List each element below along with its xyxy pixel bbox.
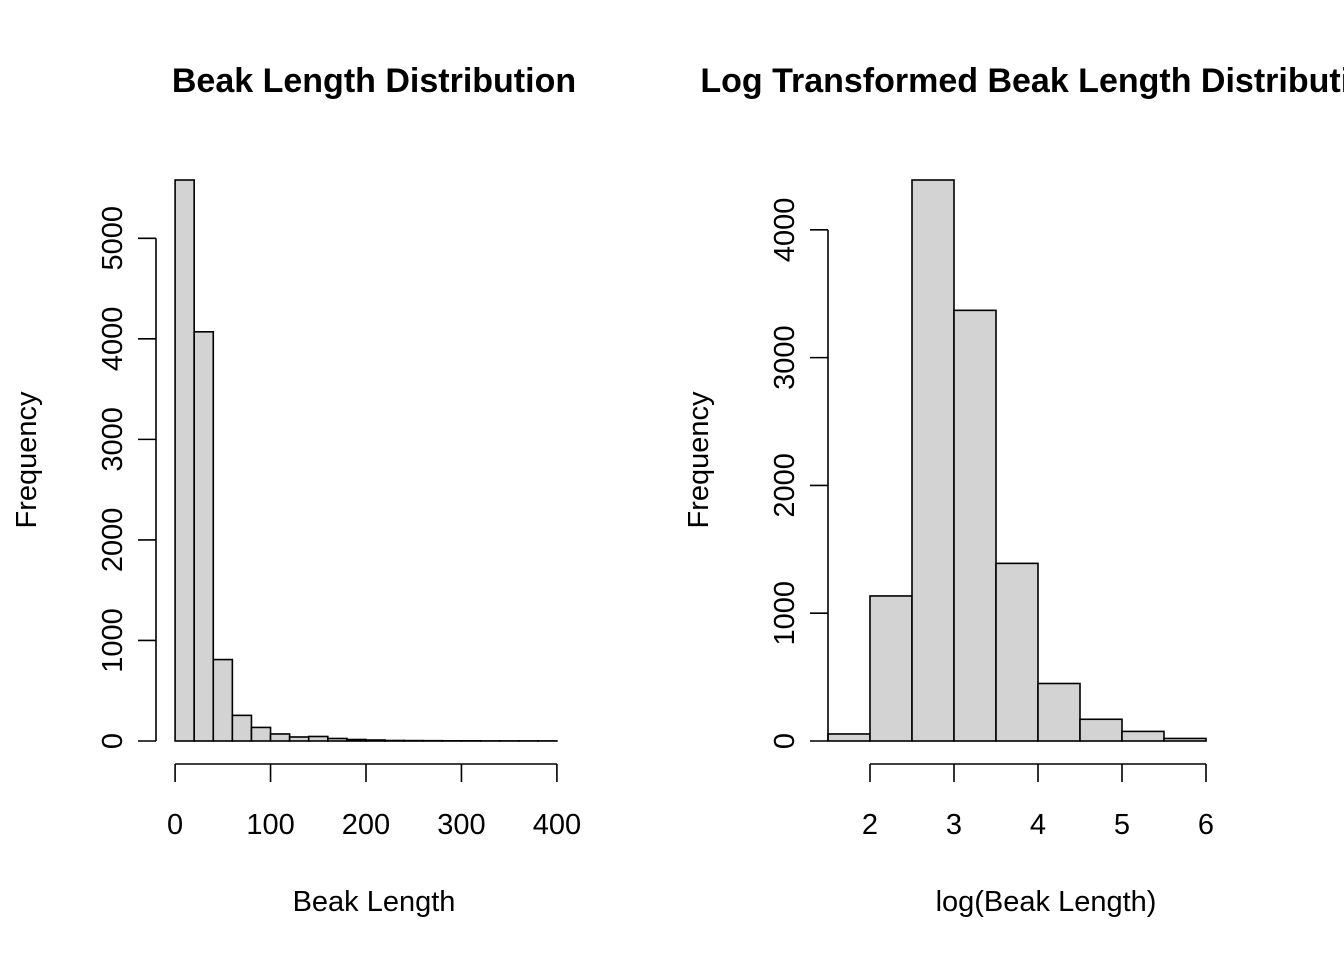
histogram-bar-left: [347, 739, 366, 741]
x-tick-label-left: 200: [342, 809, 390, 841]
y-axis-label-right: Frequency: [683, 391, 715, 529]
y-axis-right: 0 1000 2000 3000 4000: [769, 198, 828, 749]
x-axis-label-right: log(Beak Length): [936, 886, 1157, 918]
histogram-bar-left: [232, 715, 251, 741]
histogram-bar-left: [309, 736, 328, 741]
x-axis-left: 0 100 200 300 400: [167, 764, 581, 841]
y-tick-label-right: 3000: [769, 325, 801, 390]
histogram-bar-left: [271, 734, 290, 741]
histogram-bar-right: [954, 310, 996, 741]
y-axis-label-left: Frequency: [11, 391, 43, 529]
histogram-bar-left: [251, 727, 270, 741]
histogram-bar-right: [996, 563, 1038, 741]
y-tick-label-left: 3000: [97, 407, 129, 472]
x-tick-label-left: 0: [167, 809, 183, 841]
y-tick-label-left: 2000: [97, 508, 129, 573]
histogram-bar-left: [194, 332, 213, 741]
histogram-bar-right: [1122, 731, 1164, 741]
x-tick-label-right: 6: [1198, 809, 1214, 841]
x-tick-label-right: 2: [862, 809, 878, 841]
y-axis-left: 0 1000 2000 3000 4000 5000: [97, 206, 156, 749]
histogram-bar-right: [828, 734, 870, 741]
x-tick-label-left: 100: [246, 809, 294, 841]
bars-right: [828, 180, 1206, 741]
y-tick-label-left: 1000: [97, 608, 129, 673]
histogram-bar-left: [366, 740, 385, 741]
histogram-bar-left: [213, 660, 232, 741]
y-tick-label-left: 4000: [97, 307, 129, 372]
histogram-bar-left: [175, 180, 194, 741]
y-tick-label-right: 0: [769, 733, 801, 749]
histogram-panel-right: Log Transformed Beak Length Distribution…: [683, 62, 1344, 918]
bars-left: [175, 180, 557, 741]
x-axis-label-left: Beak Length: [293, 886, 456, 918]
histogram-bar-right: [1164, 738, 1206, 741]
chart-title-right: Log Transformed Beak Length Distribution: [700, 62, 1344, 100]
y-tick-label-right: 2000: [769, 453, 801, 518]
histogram-panel-left: Beak Length Distribution Beak Length Fre…: [11, 62, 581, 918]
histogram-bar-left: [290, 737, 309, 741]
histogram-bar-right: [1038, 683, 1080, 741]
y-tick-label-left: 5000: [97, 206, 129, 271]
histogram-bar-left: [385, 740, 404, 741]
x-tick-label-right: 3: [946, 809, 962, 841]
x-axis-right: 2 3 4 5 6: [862, 764, 1214, 841]
x-tick-label-right: 4: [1030, 809, 1046, 841]
x-tick-label-left: 300: [437, 809, 485, 841]
histogram-bar-left: [328, 738, 347, 741]
histogram-bar-right: [1080, 719, 1122, 741]
histogram-bar-right: [870, 596, 912, 741]
histogram-bar-right: [912, 180, 954, 741]
y-tick-label-right: 1000: [769, 581, 801, 646]
x-tick-label-right: 5: [1114, 809, 1130, 841]
chart-title-left: Beak Length Distribution: [172, 62, 576, 100]
y-tick-label-right: 4000: [769, 198, 801, 263]
x-tick-label-left: 400: [533, 809, 581, 841]
y-tick-label-left: 0: [97, 733, 129, 749]
